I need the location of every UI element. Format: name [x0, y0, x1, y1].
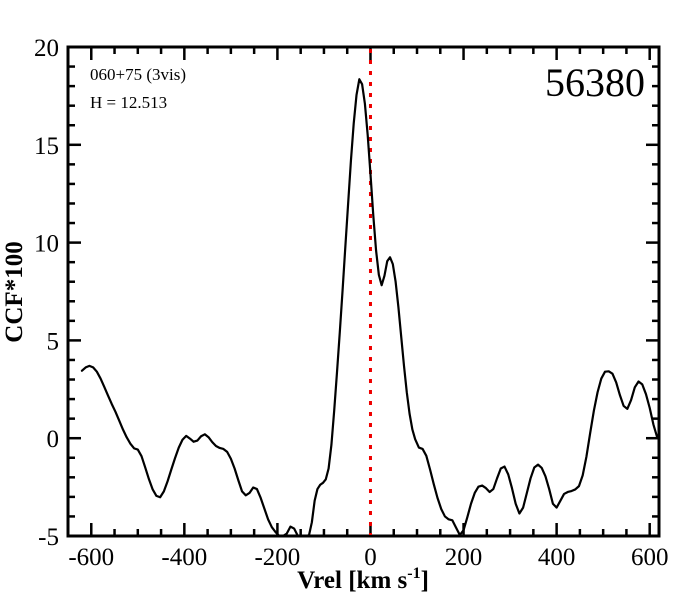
x-axis-title: Vrel [km s-1]	[297, 565, 429, 594]
x-tick-label: 0	[364, 544, 377, 571]
y-tick-label: 0	[47, 426, 60, 453]
x-tick-label: -600	[68, 544, 114, 571]
target-id-annotation: 060+75 (3vis)	[90, 65, 186, 84]
x-tick-label: -400	[161, 544, 207, 571]
plot-frame	[66, 45, 661, 538]
y-tick-label: 20	[34, 35, 59, 62]
x-tick-label: 200	[445, 544, 483, 571]
y-tick-label: -5	[38, 524, 59, 551]
x-tick-label: 600	[631, 544, 669, 571]
y-tick-label: 10	[34, 231, 59, 258]
x-axis-tick-labels: -600 -400 -200 0 200 400 600	[68, 544, 668, 571]
y-tick-label: 5	[47, 328, 60, 355]
magnitude-annotation: H = 12.513	[90, 93, 167, 112]
ccf-data-curve	[80, 78, 658, 535]
y-axis-tick-labels: -5 0 5 10 15 20	[34, 35, 59, 551]
x-tick-label: -200	[254, 544, 300, 571]
y-axis-title: CCF*100	[1, 241, 28, 342]
x-tick-label: 400	[538, 544, 576, 571]
epoch-label: 56380	[545, 60, 645, 105]
y-tick-label: 15	[34, 133, 59, 160]
